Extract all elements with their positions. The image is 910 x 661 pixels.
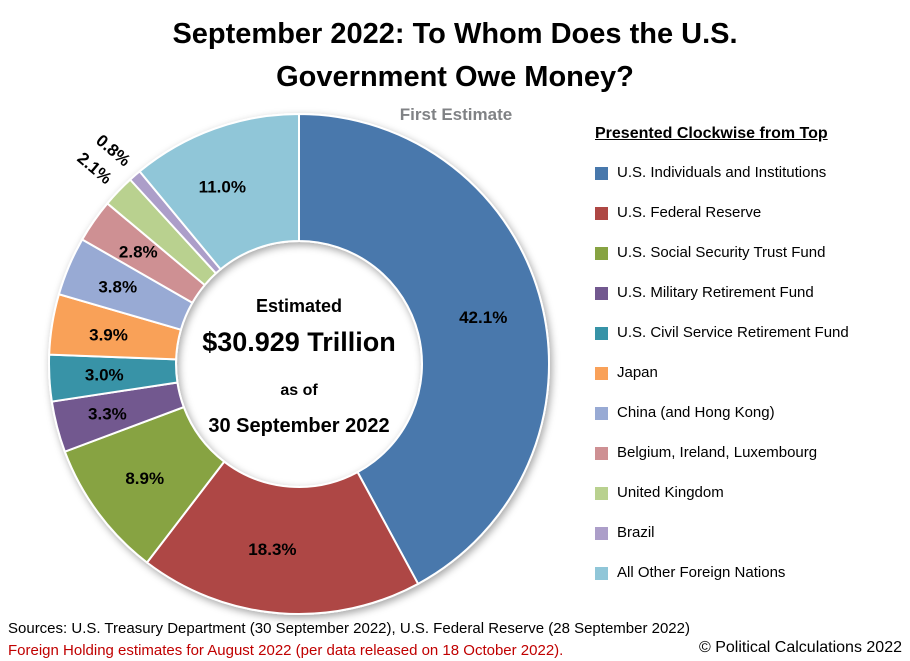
foreign-holdings-note: Foreign Holding estimates for August 202… <box>8 642 564 659</box>
center-label-total: $30.929 Trillion <box>202 327 396 357</box>
legend-item-brazil: Brazil <box>595 523 905 543</box>
slice-percent-label: 3.8% <box>98 277 137 296</box>
center-label-asof: as of <box>280 382 318 399</box>
slice-percent-label: 3.0% <box>85 366 124 385</box>
slice-percent-label: 3.9% <box>89 326 128 345</box>
legend-item-social-security: U.S. Social Security Trust Fund <box>595 243 905 263</box>
legend-item-label: All Other Foreign Nations <box>617 564 786 581</box>
donut-slice <box>298 112 550 586</box>
legend-swatch <box>595 406 608 420</box>
legend-swatch <box>595 486 608 500</box>
legend-swatch <box>595 446 608 460</box>
legend-title: Presented Clockwise from Top <box>595 125 828 142</box>
legend-item-china: China (and Hong Kong) <box>595 403 905 423</box>
donut-center-label: Estimated $30.929 Trillion as of 30 Sept… <box>169 295 429 439</box>
legend: Presented Clockwise from Top U.S. Indivi… <box>595 124 905 603</box>
slice-percent-label: 11.0% <box>199 178 246 197</box>
center-label-date: 30 September 2022 <box>208 415 390 437</box>
legend-item-label: U.S. Social Security Trust Fund <box>617 244 826 261</box>
slice-percent-label: 42.1% <box>459 308 507 327</box>
legend-swatch <box>595 526 608 540</box>
chart-subtitle: First Estimate <box>399 105 513 124</box>
legend-item-all-other-foreign: All Other Foreign Nations <box>595 563 905 583</box>
copyright: © Political Calculations 2022 <box>698 639 902 656</box>
legend-item-united-kingdom: United Kingdom <box>595 483 905 503</box>
chart-title-line1: September 2022: To Whom Does the U.S. <box>172 18 738 50</box>
legend-swatch <box>595 566 608 580</box>
chart-title: September 2022: To Whom Does the U.S. Go… <box>0 13 910 99</box>
legend-swatch <box>595 246 608 260</box>
legend-item-label: U.S. Individuals and Institutions <box>617 164 827 181</box>
legend-item-us-individuals: U.S. Individuals and Institutions <box>595 163 905 183</box>
legend-item-federal-reserve: U.S. Federal Reserve <box>595 203 905 223</box>
legend-item-japan: Japan <box>595 363 905 383</box>
legend-item-military-retirement: U.S. Military Retirement Fund <box>595 283 905 303</box>
legend-item-label: U.S. Civil Service Retirement Fund <box>617 324 849 341</box>
legend-swatch <box>595 326 608 340</box>
donut-wedges <box>48 112 550 615</box>
legend-item-label: China (and Hong Kong) <box>617 404 775 421</box>
legend-item-label: Belgium, Ireland, Luxembourg <box>617 444 818 461</box>
donut-slice <box>138 112 300 271</box>
slice-percent-label: 18.3% <box>248 540 296 559</box>
legend-item-label: Brazil <box>617 524 655 541</box>
legend-item-label: United Kingdom <box>617 484 724 501</box>
legend-swatch <box>595 206 608 220</box>
chart-title-line2: Government Owe Money? <box>276 61 634 93</box>
sources-line: Sources: U.S. Treasury Department (30 Se… <box>8 620 690 637</box>
legend-swatch <box>595 366 608 380</box>
legend-item-label: U.S. Federal Reserve <box>617 204 762 221</box>
slice-percent-label: 2.8% <box>119 242 158 261</box>
slice-percent-label: 8.9% <box>125 469 164 488</box>
slice-percent-label: 3.3% <box>88 404 127 423</box>
legend-swatch <box>595 286 608 300</box>
legend-item-civil-service: U.S. Civil Service Retirement Fund <box>595 323 905 343</box>
center-label-estimated: Estimated <box>255 296 343 316</box>
donut-slice <box>145 460 420 615</box>
legend-item-label: Japan <box>617 364 658 381</box>
legend-item-label: U.S. Military Retirement Fund <box>617 284 814 301</box>
legend-swatch <box>595 166 608 180</box>
legend-item-belgium-ireland-luxembourg: Belgium, Ireland, Luxembourg <box>595 443 905 463</box>
